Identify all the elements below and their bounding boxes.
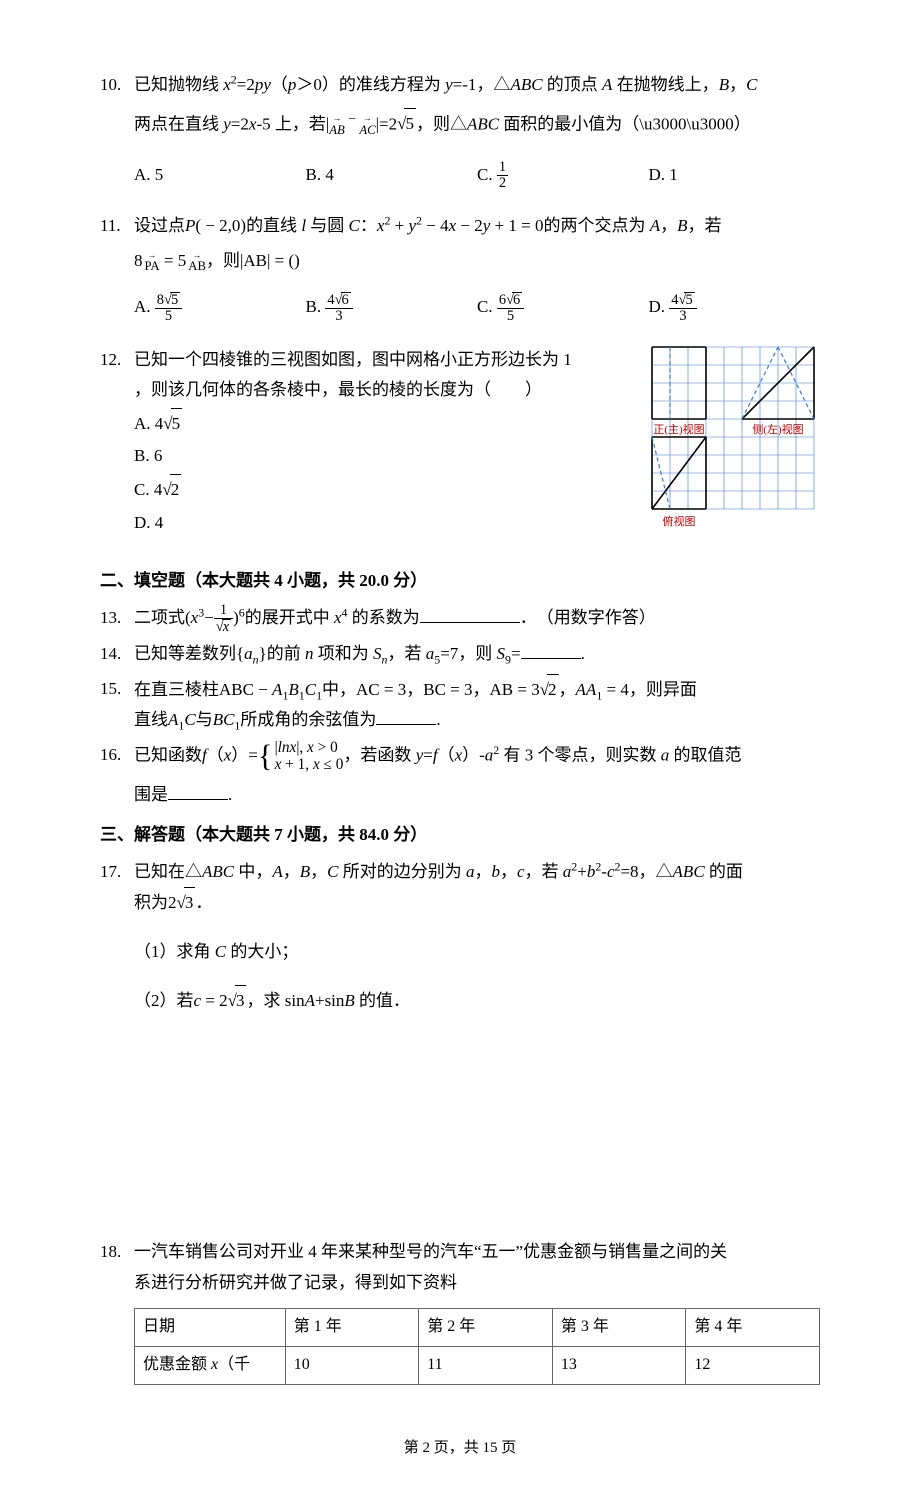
q18-body: 一汽车销售公司对开业 4 年来某种型号的汽车“五一”优惠金额与销售量之间的关 系… bbox=[134, 1237, 820, 1385]
question-13: 13. 二项式(x3−1√x)6的展开式中 x4 的系数为． （用数字作答） bbox=[100, 603, 820, 635]
q10-number: 10. bbox=[100, 70, 134, 101]
q11-opt-a: A. 8√55 bbox=[134, 292, 306, 324]
q17-line1: 已知在△ABC 中，A，B，C 所对的边分别为 a，b，c，若 a2+b2-c2… bbox=[134, 857, 820, 888]
page-container: 10. 已知抛物线 x2=2py（p＞0）的准线方程为 y=-1，△ABC 的顶… bbox=[0, 0, 920, 1502]
q10-vec-ab: AB bbox=[329, 123, 345, 137]
q13-blank[interactable] bbox=[420, 605, 520, 623]
q11-opt-b: B. 4√63 bbox=[306, 292, 478, 324]
q12-opt-d: D. 4 bbox=[134, 508, 638, 539]
table-cell: 11 bbox=[419, 1347, 553, 1385]
q18-table: 日期 第 1 年 第 2 年 第 3 年 第 4 年 优惠金额 x（千 10 1… bbox=[134, 1308, 820, 1385]
q16-blank[interactable] bbox=[168, 782, 228, 800]
table-cell: 13 bbox=[552, 1347, 686, 1385]
table-cell: 10 bbox=[285, 1347, 419, 1385]
table-cell: 第 4 年 bbox=[686, 1309, 820, 1347]
section-2-heading: 二、填空题（本大题共 4 小题，共 20.0 分） bbox=[100, 566, 820, 597]
q10-opt-d: D. 1 bbox=[649, 160, 821, 192]
q17-part2: （2）若c = 2√3，求 sinA+sinB 的值． bbox=[134, 985, 820, 1017]
question-11: 11. 设过点P( − 2,0)的直线 l 与圆 C：x2 + y2 − 4x … bbox=[100, 211, 820, 334]
q12-opt-a: A. 4√5 bbox=[134, 408, 638, 440]
q10-opt-a: A. 5 bbox=[134, 160, 306, 192]
three-view-svg: 正(主)视图 侧(左)视图俯视图 bbox=[648, 345, 820, 535]
q16-body: 已知函数f（x）={|lnx|, x > 0x + 1, x ≤ 0，若函数 y… bbox=[134, 740, 820, 810]
q12-line2: ，则该几何体的各条棱中，最长的棱的长度为（ ） bbox=[134, 375, 638, 406]
question-17: 17. 已知在△ABC 中，A，B，C 所对的边分别为 a，b，c，若 a2+b… bbox=[100, 857, 820, 1017]
q11-body: 设过点P( − 2,0)的直线 l 与圆 C：x2 + y2 − 4x − 2y… bbox=[134, 211, 820, 334]
table-cell: 12 bbox=[686, 1347, 820, 1385]
q11-opt-c: C. 6√65 bbox=[477, 292, 649, 324]
svg-text:俯视图: 俯视图 bbox=[663, 514, 696, 528]
q12-opt-c: C. 4√2 bbox=[134, 474, 638, 506]
question-18: 18. 一汽车销售公司对开业 4 年来某种型号的汽车“五一”优惠金额与销售量之间… bbox=[100, 1237, 820, 1385]
q15-blank[interactable] bbox=[376, 707, 436, 725]
q11-line1: 设过点P( − 2,0)的直线 l 与圆 C：x2 + y2 − 4x − 2y… bbox=[134, 211, 820, 242]
q11-number: 11. bbox=[100, 211, 134, 242]
q12-number: 12. bbox=[100, 345, 134, 376]
q14-body: 已知等差数列{an}的前 n 项和为 Sn，若 a5=7，则 S9=. bbox=[134, 639, 820, 670]
q14-number: 14. bbox=[100, 639, 134, 670]
q14-blank[interactable] bbox=[521, 641, 581, 659]
q18-number: 18. bbox=[100, 1237, 134, 1268]
q11-vec-pa: PA bbox=[145, 259, 160, 273]
q13-number: 13. bbox=[100, 603, 134, 634]
question-15: 15. 在直三棱柱ABC − A1B1C1中，AC = 3，BC = 3，AB … bbox=[100, 674, 820, 736]
question-10: 10. 已知抛物线 x2=2py（p＞0）的准线方程为 y=-1，△ABC 的顶… bbox=[100, 70, 820, 201]
q17-line2: 积为2√3． bbox=[134, 887, 820, 919]
q11-line2: 8PA = 5AB，则|AB| = () bbox=[134, 246, 820, 278]
table-row: 优惠金额 x（千 10 11 13 12 bbox=[135, 1347, 820, 1385]
q13-body: 二项式(x3−1√x)6的展开式中 x4 的系数为． （用数字作答） bbox=[134, 603, 820, 635]
q16-line1: 已知函数f（x）={|lnx|, x > 0x + 1, x ≤ 0，若函数 y… bbox=[134, 740, 820, 774]
q15-number: 15. bbox=[100, 674, 134, 705]
q15-body: 在直三棱柱ABC − A1B1C1中，AC = 3，BC = 3，AB = 3√… bbox=[134, 674, 820, 736]
q10-line2: 两点在直线 y=2x-5 上，若|AB − AC|=2√5，则△ABC 面积的最… bbox=[134, 107, 820, 142]
q10-opt-c: C. 12 bbox=[477, 160, 649, 192]
question-14: 14. 已知等差数列{an}的前 n 项和为 Sn，若 a5=7，则 S9=. bbox=[100, 639, 820, 670]
q10-vec-ac: AC bbox=[359, 123, 375, 137]
q18-line2: 系进行分析研究并做了记录，得到如下资料 bbox=[134, 1268, 820, 1299]
table-row: 日期 第 1 年 第 2 年 第 3 年 第 4 年 bbox=[135, 1309, 820, 1347]
table-cell: 优惠金额 x（千 bbox=[135, 1347, 286, 1385]
q10-sqrt: 5 bbox=[404, 108, 416, 140]
q17-body: 已知在△ABC 中，A，B，C 所对的边分别为 a，b，c，若 a2+b2-c2… bbox=[134, 857, 820, 1017]
q12-diagram: 正(主)视图 侧(左)视图俯视图 bbox=[648, 345, 820, 535]
q12-opt-b: B. 6 bbox=[134, 441, 638, 472]
q15-line2: 直线A1C与BC1所成角的余弦值为. bbox=[134, 705, 820, 736]
question-12: 12. 已知一个四棱锥的三视图如图，图中网格小正方形边长为 1 ，则该几何体的各… bbox=[100, 345, 820, 539]
q10-line1: 已知抛物线 x2=2py（p＞0）的准线方程为 y=-1，△ABC 的顶点 A … bbox=[134, 70, 820, 101]
q10-opt-b: B. 4 bbox=[306, 160, 478, 192]
q17-number: 17. bbox=[100, 857, 134, 888]
table-cell: 日期 bbox=[135, 1309, 286, 1347]
q12-text: 已知一个四棱锥的三视图如图，图中网格小正方形边长为 1 ，则该几何体的各条棱中，… bbox=[134, 345, 638, 539]
q12-line1: 已知一个四棱锥的三视图如图，图中网格小正方形边长为 1 bbox=[134, 345, 638, 376]
q11-options: A. 8√55 B. 4√63 C. 6√65 D. 4√53 bbox=[134, 292, 820, 324]
q10-body: 已知抛物线 x2=2py（p＞0）的准线方程为 y=-1，△ABC 的顶点 A … bbox=[134, 70, 820, 201]
table-cell: 第 1 年 bbox=[285, 1309, 419, 1347]
q10-options: A. 5 B. 4 C. 12 D. 1 bbox=[134, 160, 820, 192]
svg-text:正(主)视图: 正(主)视图 bbox=[653, 422, 704, 436]
q16-line2: 围是. bbox=[134, 780, 820, 811]
svg-text:侧(左)视图: 侧(左)视图 bbox=[752, 422, 803, 436]
q15-line1: 在直三棱柱ABC − A1B1C1中，AC = 3，BC = 3，AB = 3√… bbox=[134, 674, 820, 706]
q17-part1: （1）求角 C 的大小； bbox=[134, 937, 820, 968]
q18-line1: 一汽车销售公司对开业 4 年来某种型号的汽车“五一”优惠金额与销售量之间的关 bbox=[134, 1237, 820, 1268]
q12-body: 已知一个四棱锥的三视图如图，图中网格小正方形边长为 1 ，则该几何体的各条棱中，… bbox=[134, 345, 820, 539]
q11-opt-d: D. 4√53 bbox=[649, 292, 821, 324]
table-cell: 第 3 年 bbox=[552, 1309, 686, 1347]
table-cell: 第 2 年 bbox=[419, 1309, 553, 1347]
question-16: 16. 已知函数f（x）={|lnx|, x > 0x + 1, x ≤ 0，若… bbox=[100, 740, 820, 810]
page-footer: 第 2 页，共 15 页 bbox=[100, 1435, 820, 1462]
q16-number: 16. bbox=[100, 740, 134, 771]
section-3-heading: 三、解答题（本大题共 7 小题，共 84.0 分） bbox=[100, 820, 820, 851]
q11-vec-ab: AB bbox=[188, 259, 206, 273]
